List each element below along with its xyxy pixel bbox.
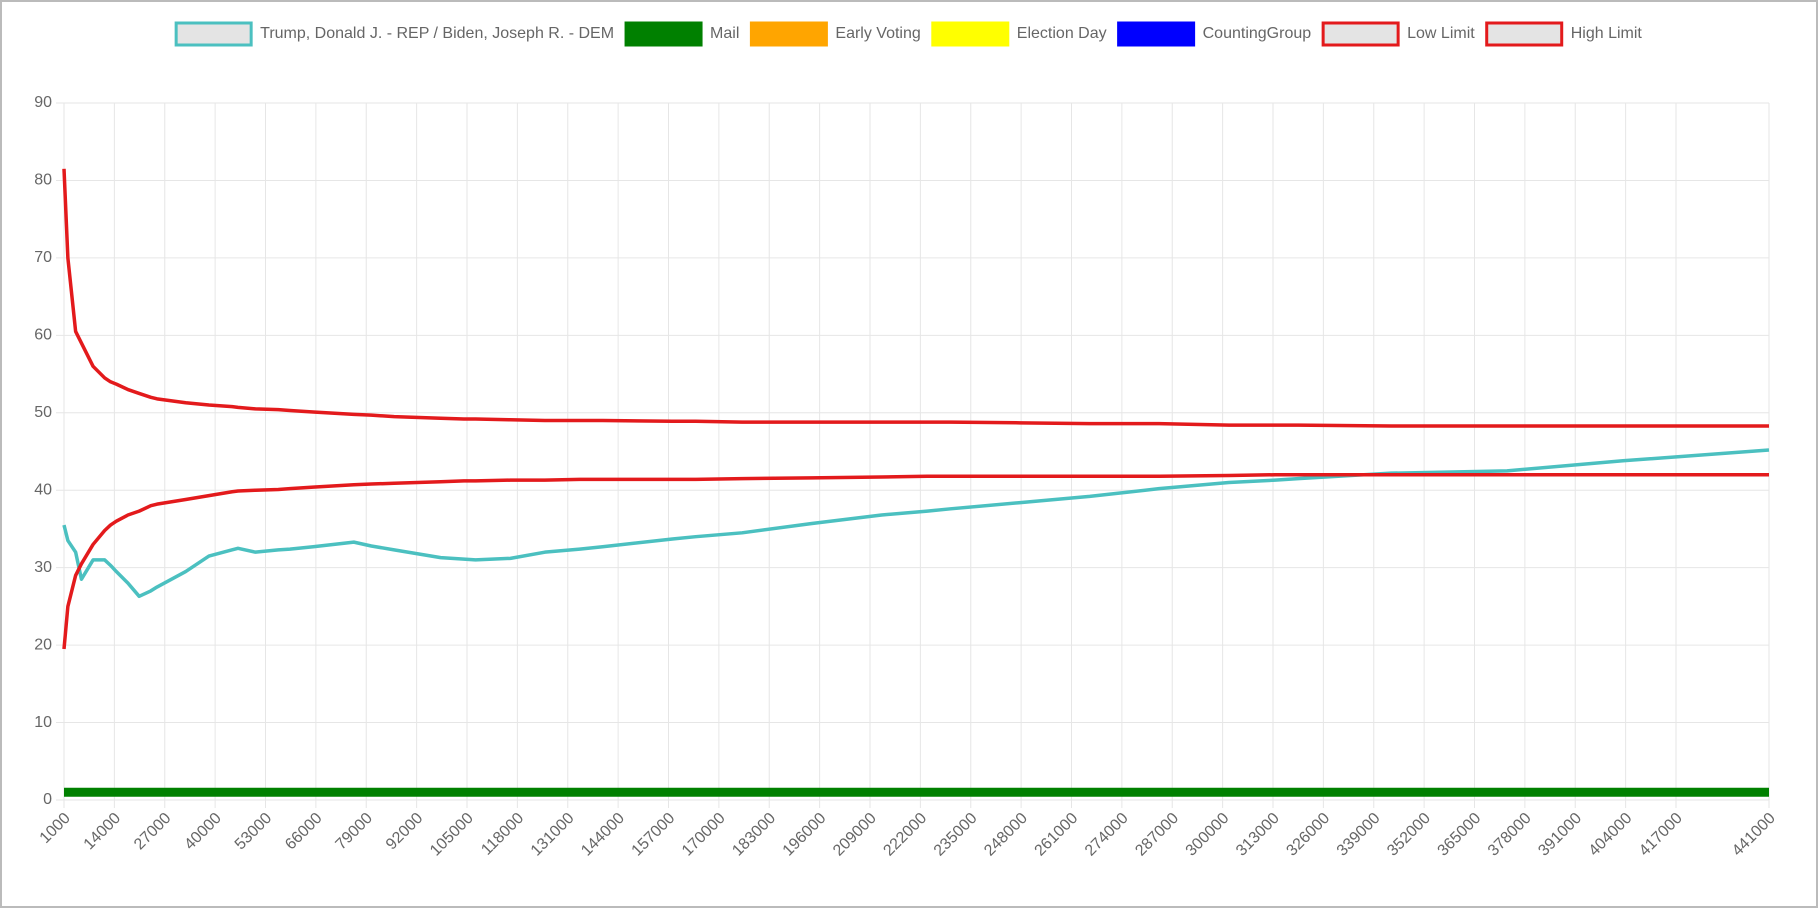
legend-label: Early Voting [835,25,920,42]
y-tick-label: 90 [34,94,52,111]
legend-item: Election Day [931,21,1107,47]
y-tick-label: 40 [34,481,52,498]
legend-swatch [1485,21,1564,47]
legend-item: Trump, Donald J. - REP / Biden, Joseph R… [174,21,614,47]
series-line [62,168,1769,428]
legend-item: Mail [624,21,739,47]
y-tick-label: 70 [34,249,52,266]
y-tick-label: 0 [43,791,52,808]
legend-label: Election Day [1017,25,1107,42]
y-tick-label: 10 [34,714,52,731]
y-tick-label: 60 [34,327,52,344]
legend-item: Early Voting [749,21,921,47]
legend-item: Low Limit [1321,21,1475,47]
legend-swatch [1117,21,1196,47]
series-line [62,448,1770,599]
legend-swatch [174,21,253,47]
legend-swatch [749,21,828,47]
legend-label: High Limit [1571,25,1643,42]
y-tick-label: 20 [34,636,52,653]
legend-label: Trump, Donald J. - REP / Biden, Joseph R… [260,25,614,42]
legend-item: High Limit [1485,21,1643,47]
legend-label: Low Limit [1407,25,1475,42]
y-tick-label: 30 [34,559,52,576]
legend-label: CountingGroup [1203,25,1312,42]
legend-swatch [624,21,703,47]
y-tick-label: 50 [34,404,52,421]
series-line [62,472,1769,650]
legend-swatch [931,21,1010,47]
y-tick-label: 80 [34,172,52,189]
legend-swatch [1321,21,1400,47]
legend-item: CountingGroup [1117,21,1312,47]
legend-label: Mail [710,25,739,42]
